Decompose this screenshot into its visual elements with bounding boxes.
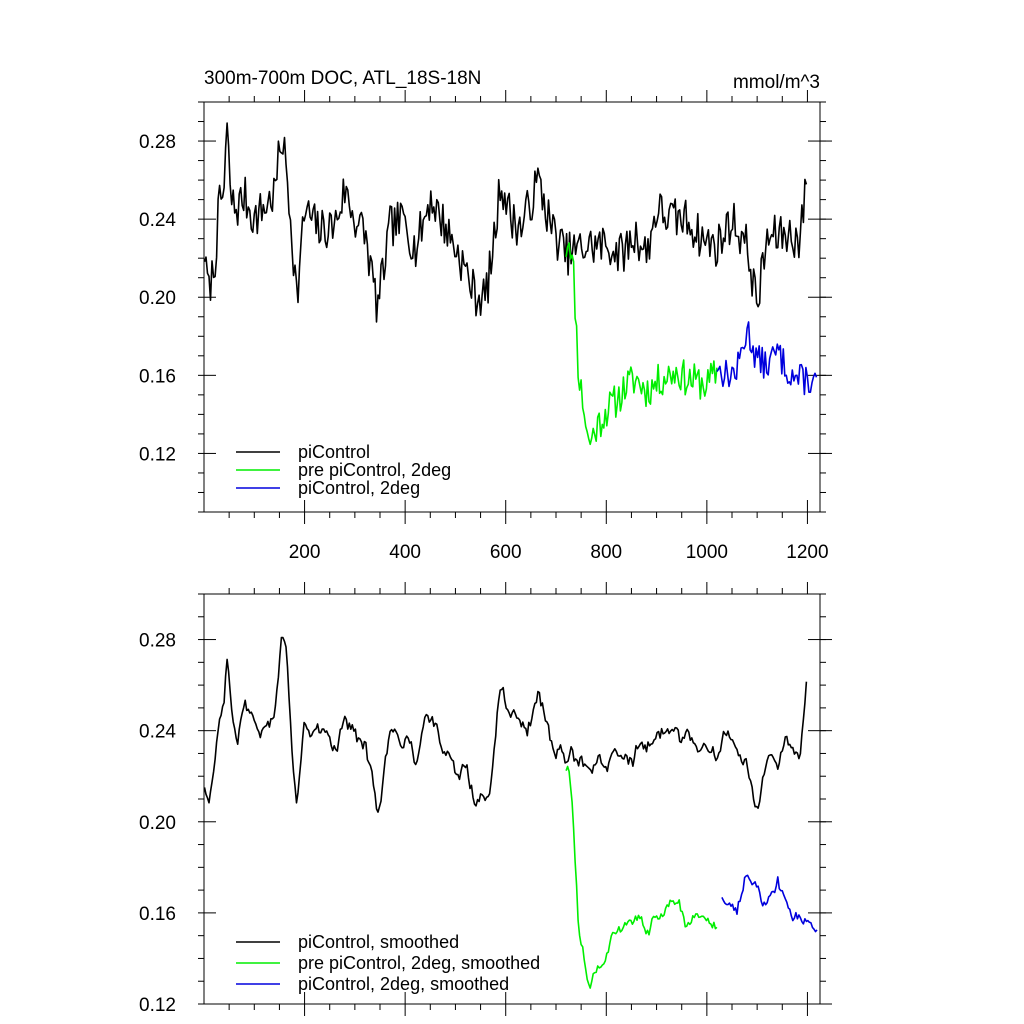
series-line-0 [203, 122, 808, 323]
y-tick-label: 0.24 [139, 722, 176, 743]
y-tick-label: 0.28 [139, 631, 176, 652]
series-line-1 [565, 765, 718, 989]
series-line-0 [203, 636, 808, 813]
axes-bottom: 0.12 0.16 0.20 0.24 0.28 [139, 582, 832, 1016]
y-tick-label: 0.16 [139, 904, 176, 925]
x-tick-label: 600 [490, 542, 522, 563]
series-layer-top [203, 122, 818, 446]
x-tick-label: 1200 [786, 542, 828, 563]
chart-units: mmol/m^3 [733, 72, 820, 93]
legend-label: piControl, 2deg, smoothed [298, 974, 509, 994]
plot-frame-bottom [203, 593, 821, 1005]
legend-label: pre piControl, 2deg [298, 460, 451, 480]
bottom-panel: 0.12 0.16 0.20 0.24 0.28 piControl, smoothed… [139, 582, 832, 1016]
plot-frame-top [203, 101, 821, 513]
y-tick-label: 0.12 [139, 995, 176, 1016]
x-tick-label: 400 [389, 542, 421, 563]
legend-label: pre piControl, 2deg, smoothed [298, 953, 540, 973]
legend-label: piControl [298, 442, 370, 462]
x-tick-label: 1000 [686, 542, 728, 563]
legend-label: piControl, 2deg [298, 478, 420, 498]
series-line-2 [721, 874, 818, 933]
x-tick-label: 800 [590, 542, 622, 563]
y-tick-label: 0.12 [139, 444, 176, 465]
top-panel: 300m-700m DOC, ATL_18S-18N mmol/m^3 0.12… [139, 68, 832, 563]
y-tick-label: 0.28 [139, 132, 176, 153]
y-tick-label: 0.20 [139, 813, 176, 834]
series-layer-bottom [203, 636, 818, 989]
legend-label: piControl, smoothed [298, 932, 459, 952]
chart-title: 300m-700m DOC, ATL_18S-18N [204, 68, 481, 89]
axes-top: 0.12 0.16 0.20 0.24 0.28 200 400 600 800 1000 1200 [139, 90, 832, 563]
y-tick-label: 0.20 [139, 288, 176, 309]
series-line-1 [565, 242, 718, 446]
y-tick-label: 0.16 [139, 366, 176, 387]
series-line-2 [716, 321, 818, 396]
y-tick-label: 0.24 [139, 210, 176, 231]
x-tick-label: 200 [289, 542, 321, 563]
